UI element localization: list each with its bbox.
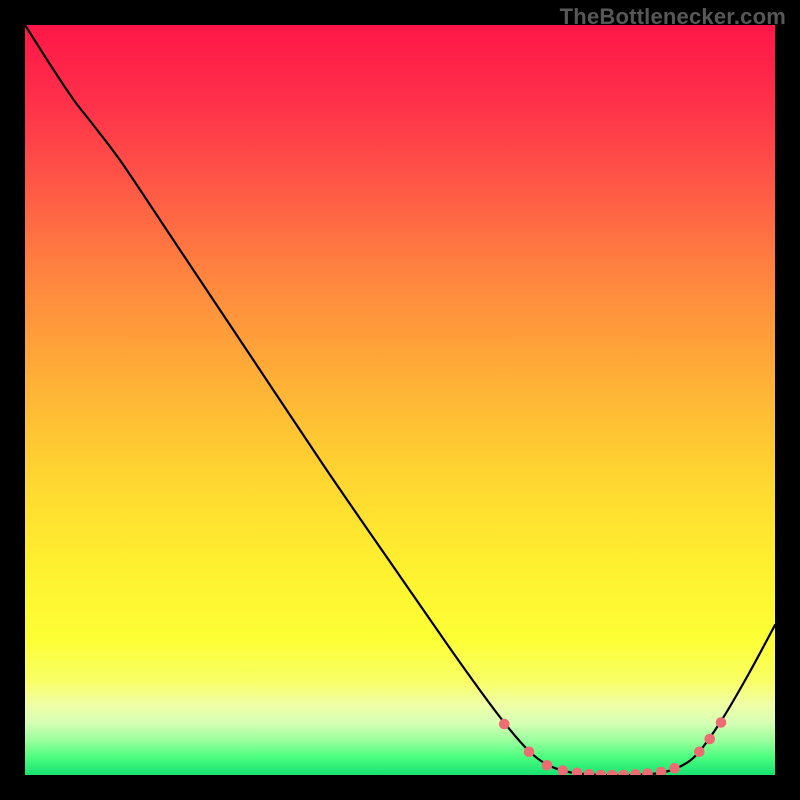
data-marker bbox=[524, 746, 535, 757]
data-marker bbox=[704, 734, 715, 745]
data-marker bbox=[499, 719, 510, 730]
chart-root: TheBottlenecker.com bbox=[0, 0, 800, 800]
data-marker bbox=[542, 760, 553, 771]
data-marker bbox=[557, 765, 568, 776]
chart-svg bbox=[0, 0, 800, 800]
data-marker bbox=[716, 717, 727, 728]
data-marker bbox=[694, 746, 705, 757]
data-marker bbox=[669, 763, 680, 774]
plot-background bbox=[25, 25, 775, 775]
